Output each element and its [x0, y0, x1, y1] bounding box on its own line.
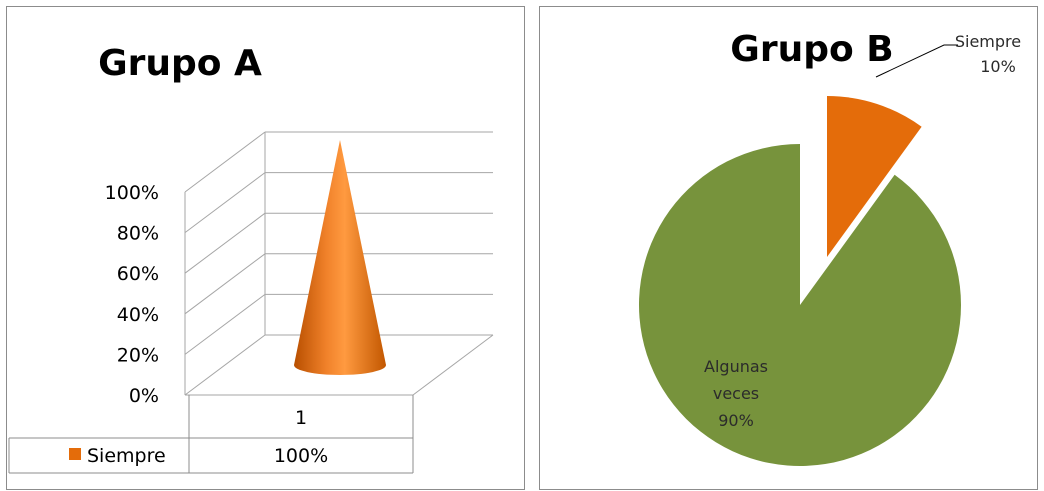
slice-label-name: Siempre [955, 32, 1021, 51]
y-tick-label: 20% [117, 344, 159, 366]
chart-panel-grupo-b: Grupo B Siempre 10% Algunas veces 90% [539, 6, 1038, 490]
chart-panel-grupo-a: Grupo A 0% 20% 40% 60% 80% 100% 1 Siempre 100% [6, 6, 525, 490]
category-label: 1 [295, 407, 307, 429]
legend-label: Siempre [87, 445, 166, 467]
floor-edge [412, 334, 494, 396]
chart-title: Grupo B [730, 29, 893, 70]
y-tick-label: 40% [117, 304, 159, 326]
bar-chart-grupo-a: Grupo A 0% 20% 40% 60% 80% 100% 1 Siempre 100% [8, 43, 494, 474]
slice-label-pct: 10% [980, 57, 1016, 76]
pie-slice [639, 144, 961, 466]
gridline [184, 212, 266, 274]
pie-slice [827, 96, 922, 257]
cone-body [294, 140, 386, 375]
y-tick-label: 80% [117, 223, 159, 245]
chart-title: Grupo A [98, 43, 262, 84]
gridline [184, 293, 266, 355]
slice-label-name: veces [713, 384, 759, 403]
gridline [184, 253, 266, 315]
pie-chart-grupo-b: Grupo B Siempre 10% Algunas veces 90% [639, 29, 1021, 466]
gridline [184, 334, 266, 396]
y-tick-label: 0% [129, 385, 159, 407]
cone-bar [294, 140, 386, 375]
gridline [184, 131, 266, 193]
data-table-value: 100% [274, 445, 328, 467]
gridline [184, 172, 266, 234]
slice-label-name: Algunas [704, 357, 768, 376]
y-tick-label: 60% [117, 263, 159, 285]
leader-line [875, 44, 958, 78]
slice-label-pct: 90% [718, 411, 754, 430]
y-tick-label: 100% [105, 182, 159, 204]
legend-swatch [69, 448, 81, 460]
